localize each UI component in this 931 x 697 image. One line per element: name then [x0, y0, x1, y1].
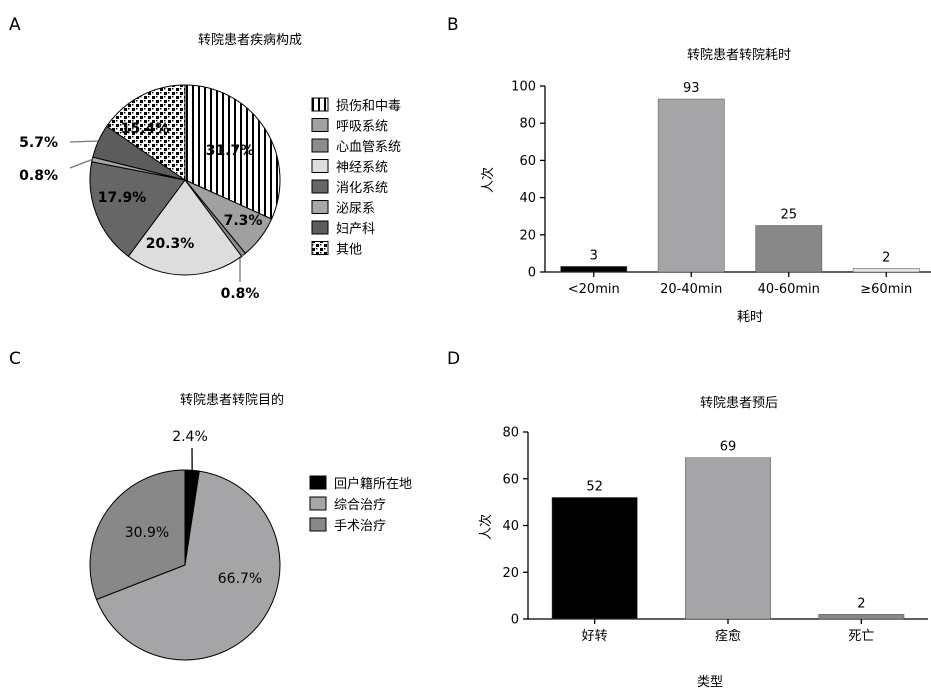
legend-label: 损伤和中毒 [336, 99, 401, 114]
legend-swatch [311, 241, 329, 255]
legend-swatch [311, 179, 329, 194]
x-tick-label: <20min [568, 282, 620, 297]
y-tick-label: 80 [502, 426, 519, 441]
x-tick-label: 痊愈 [715, 628, 741, 644]
pie-slice [106, 84, 186, 181]
y-tick-label: 100 [511, 80, 536, 95]
y-tick-label: 60 [519, 154, 536, 169]
legend-label: 手术治疗 [334, 519, 386, 534]
legend-swatch [311, 138, 329, 153]
pie-slice [95, 470, 281, 661]
legend-label: 心血管系统 [336, 140, 401, 155]
slice-label: 17.9% [98, 190, 147, 206]
bar-value-label: 52 [586, 479, 603, 494]
slice-label: 66.7% [218, 571, 262, 587]
y-axis-title: 人次 [480, 167, 496, 193]
slice-label: 5.7% [19, 135, 58, 151]
y-tick-label: 0 [528, 266, 536, 281]
legend-label: 泌尿系 [336, 202, 375, 217]
bar-value-label: 2 [882, 250, 890, 265]
y-tick-label: 40 [502, 519, 519, 534]
chart-title: 转院患者转院目的 [180, 392, 284, 408]
legend-label: 妇产科 [336, 221, 375, 237]
slice-leader-line [69, 158, 93, 169]
legend-swatch [309, 475, 327, 490]
pie-slice [184, 84, 281, 220]
pie-slice [89, 469, 186, 601]
bar-value-label: 2 [857, 596, 865, 611]
slice-label: 15.4% [121, 121, 170, 137]
legend-swatch [311, 220, 329, 235]
bar [755, 225, 823, 273]
pie-slice [127, 179, 243, 276]
y-tick-label: 20 [502, 566, 519, 581]
bar [551, 497, 638, 620]
legend-label: 其他 [336, 243, 362, 258]
bar-value-label: 69 [720, 440, 737, 455]
chart-title: 转院患者转院耗时 [687, 48, 791, 63]
y-tick-label: 80 [519, 117, 536, 132]
slice-label: 31.7% [206, 143, 255, 159]
bar [818, 614, 905, 620]
slice-label: 0.8% [221, 286, 260, 302]
y-tick-label: 20 [519, 228, 536, 243]
legend-swatch [311, 97, 329, 112]
legend-swatch [311, 118, 329, 132]
x-tick-label: 死亡 [848, 629, 874, 644]
chart-title: 转院患者疾病构成 [198, 33, 302, 48]
x-tick-label: 40-60min [758, 282, 820, 297]
bar [657, 98, 725, 273]
x-tick-label: 20-40min [660, 282, 722, 297]
x-tick-label: 好转 [582, 629, 608, 644]
slice-label: 20.3% [146, 236, 195, 252]
legend-label: 回户籍所在地 [334, 476, 412, 492]
y-tick-label: 60 [502, 472, 519, 487]
panel-letter: C [9, 349, 21, 369]
legend-swatch [309, 517, 327, 532]
slice-leader-line [69, 140, 99, 143]
legend-label: 神经系统 [336, 161, 388, 176]
legend-swatch [309, 496, 327, 511]
legend-label: 综合治疗 [334, 498, 386, 513]
x-axis-title: 类型 [697, 675, 723, 690]
bar-value-label: 93 [683, 81, 700, 96]
slice-label: 0.8% [19, 168, 58, 184]
y-tick-label: 0 [511, 613, 519, 628]
bar [560, 266, 628, 273]
legend-label: 呼吸系统 [336, 120, 388, 135]
bar [852, 268, 920, 273]
bar-value-label: 25 [780, 208, 797, 223]
y-tick-label: 40 [519, 191, 536, 206]
x-axis-title: 耗时 [737, 310, 763, 325]
legend-swatch [311, 159, 329, 173]
chart-title: 转院患者预后 [700, 396, 778, 411]
pie-slice [89, 161, 186, 257]
legend-label: 消化系统 [336, 181, 388, 196]
slice-label: 7.3% [224, 213, 263, 229]
slice-label: 2.4% [172, 429, 208, 445]
panel-letter: D [447, 349, 460, 369]
y-axis-title: 人次 [478, 514, 494, 540]
panel-letter: B [447, 15, 459, 35]
slice-label: 30.9% [125, 525, 169, 541]
x-tick-label: ≥60min [860, 282, 912, 297]
panel-letter: A [9, 15, 21, 35]
bar-value-label: 3 [590, 248, 598, 263]
legend-swatch [311, 200, 329, 214]
bar [685, 457, 771, 620]
